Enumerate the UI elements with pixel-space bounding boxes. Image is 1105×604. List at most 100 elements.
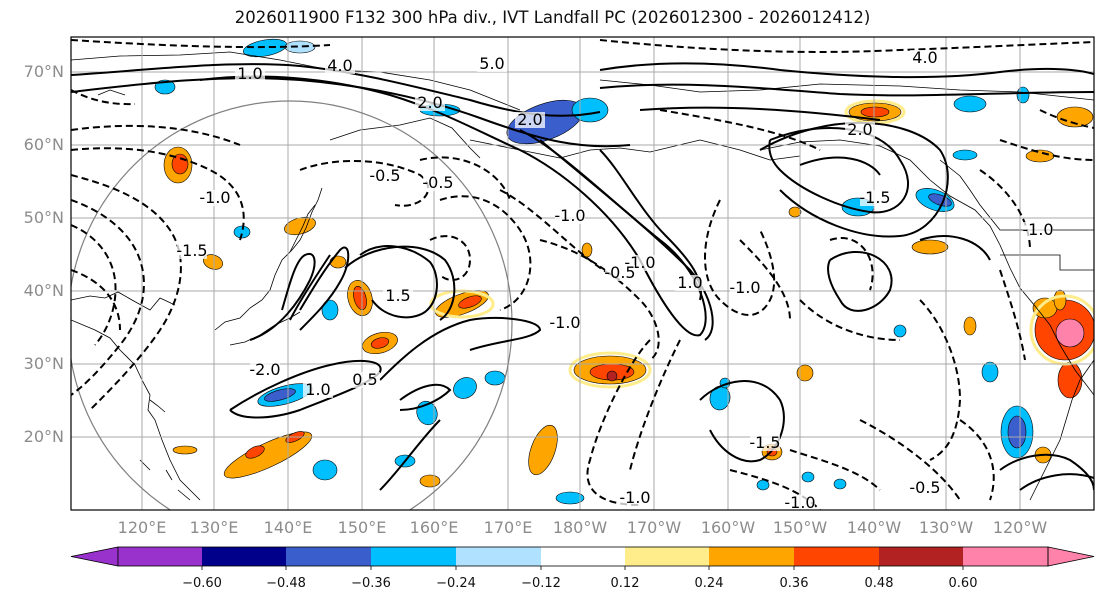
lat-label: 20°N — [23, 427, 64, 446]
contour-label-bg — [383, 288, 413, 304]
lat-label: 70°N — [23, 62, 64, 81]
divergence-fill — [245, 445, 265, 459]
contour-solid — [599, 62, 1094, 79]
colorbar-extend-right — [1047, 546, 1095, 567]
coastline — [939, 159, 1094, 231]
coastline — [71, 291, 176, 311]
divergence-fill — [796, 364, 814, 382]
contour-label: 2.0 — [417, 93, 442, 112]
contour-dashed — [429, 235, 472, 281]
lon-label: 120°E — [117, 518, 167, 537]
contour-solid — [229, 360, 382, 419]
lat-label: 60°N — [23, 135, 64, 154]
colorbar-tick-label: −0.36 — [351, 576, 391, 591]
coastline — [1000, 254, 1094, 271]
colorbar — [70, 546, 1095, 570]
contour-label-bg — [845, 122, 875, 138]
contour-label: -1.0 — [549, 313, 580, 332]
map-plot-area: -0.5 -0.5 -1.0 -1.0 -1.5 -1.0 -2.0 1.0 1.5 2.0 2.0… — [71, 37, 1094, 510]
contour-dashed — [959, 419, 995, 501]
contour-dashed — [71, 89, 136, 106]
contour-dashed — [704, 199, 776, 316]
ivt-pc-contours — [71, 39, 1094, 510]
contour-solid — [344, 245, 456, 321]
contour-label: -1.0 — [619, 488, 650, 507]
contour-label: 1.0 — [677, 273, 702, 292]
contour-label-bg — [1023, 222, 1053, 238]
contour-dashed — [71, 124, 241, 146]
contour-dashed — [71, 224, 117, 346]
divergence-fill — [581, 242, 593, 258]
divergence-fill — [458, 295, 482, 309]
contour-label-bg — [235, 66, 265, 82]
divergence-fill — [833, 478, 847, 490]
contour-solid — [639, 106, 881, 121]
contour-dashed — [71, 269, 121, 331]
contour-dashed — [419, 156, 511, 201]
contour-label: 2.0 — [847, 120, 872, 139]
contour-dashed — [739, 239, 791, 321]
contour-dashed — [439, 195, 532, 311]
lon-label: 180°W — [552, 518, 608, 537]
contour-dashed — [299, 159, 429, 207]
contour-label: -1.0 — [729, 278, 760, 297]
divergence-fill-edge — [568, 351, 652, 389]
colorbar-tick-label: 0.24 — [694, 576, 724, 591]
contour-label: 5.0 — [479, 54, 504, 73]
lon-label: 140°W — [846, 518, 902, 537]
contour-dashed — [71, 147, 245, 241]
contour-solid — [599, 83, 1094, 97]
divergence-fill — [353, 286, 367, 310]
coastline — [214, 187, 323, 331]
contour-label-bg — [177, 243, 207, 259]
contour-dashed — [599, 39, 1094, 53]
coastline — [71, 319, 201, 501]
divergence-fill — [952, 149, 978, 161]
contour-label: -0.5 — [604, 263, 635, 282]
contour-label: -1.0 — [1022, 220, 1053, 239]
divergence-fill — [1056, 106, 1094, 128]
contour-solid — [379, 419, 441, 491]
contour-label-bg — [860, 190, 890, 206]
contour-solid — [827, 250, 893, 312]
contour-solid — [919, 235, 991, 261]
contour-label-bg — [750, 435, 780, 451]
colorbar-tick-label: −0.24 — [436, 576, 476, 591]
lon-label: 150°E — [337, 518, 387, 537]
contour-label-bg — [675, 275, 705, 291]
colorbar-segment — [118, 547, 202, 566]
contour-label: -0.5 — [422, 173, 453, 192]
divergence-fill — [453, 377, 477, 399]
colorbar-segment — [541, 547, 625, 566]
colorbar-segment — [286, 547, 371, 566]
divergence-fill — [172, 445, 198, 455]
divergence-fill — [223, 431, 313, 479]
contour-label-bg — [423, 175, 453, 191]
contour-dashed — [539, 239, 660, 361]
map-title: 2026011900 F132 300 hPa div., IVT Landfa… — [234, 8, 871, 27]
colorbar-segment — [456, 547, 541, 566]
contour-label: -1.5 — [749, 433, 780, 452]
divergence-fill — [801, 471, 815, 483]
contour-dashed — [586, 339, 651, 506]
contour-solid — [799, 156, 881, 176]
divergence-fill — [329, 255, 347, 269]
contour-label: 0.5 — [352, 370, 377, 389]
map-frame — [70, 36, 1095, 511]
colorbar-tick-label: −0.48 — [266, 576, 306, 591]
contour-label: -0.5 — [909, 478, 940, 497]
coastline — [71, 51, 521, 111]
lon-label: 170°E — [483, 518, 533, 537]
contour-solid — [1019, 473, 1094, 491]
contour-label: 1.0 — [237, 64, 262, 83]
coastline — [289, 204, 316, 253]
divergence-fill — [981, 361, 999, 383]
contour-label-bg — [730, 280, 760, 296]
colorbar-extend-left — [70, 546, 119, 567]
contour-label: -1.5 — [859, 188, 890, 207]
contour-label: -2.0 — [249, 360, 280, 379]
divergence-fill — [484, 370, 506, 386]
contour-dashed — [859, 419, 961, 501]
contour-solid — [379, 317, 542, 381]
colorbar-segment — [794, 547, 879, 566]
